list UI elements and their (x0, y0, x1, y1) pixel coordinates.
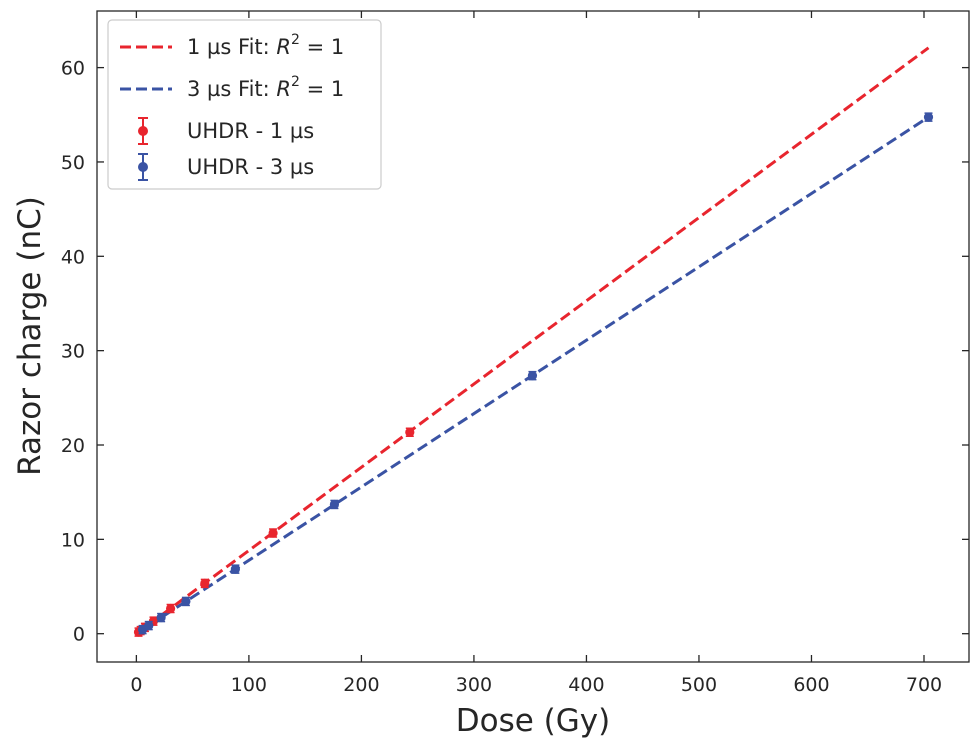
legend-label: UHDR - 3 µs (187, 155, 314, 179)
x-tick-label: 500 (681, 674, 717, 696)
x-axis-title: Dose (Gy) (456, 703, 610, 739)
legend-label: 3 µs Fit: R2 = 1 (187, 74, 344, 101)
data-point-series-2 (329, 499, 340, 510)
y-tick-label: 20 (61, 435, 85, 457)
x-tick-label: 700 (906, 674, 942, 696)
data-point-series-2 (230, 564, 240, 574)
data-point-series-2 (527, 371, 538, 381)
legend-label: UHDR - 1 µs (187, 119, 314, 143)
y-tick-label: 30 (61, 341, 85, 363)
y-tick-label: 0 (73, 624, 85, 646)
data-points (133, 112, 934, 637)
data-point-series-1 (405, 427, 415, 437)
legend: 1 µs Fit: R2 = 1 3 µs Fit: R2 = 1 UHDR - 1… (107, 19, 382, 190)
x-tick-label: 0 (130, 674, 142, 696)
data-point-series-2 (156, 612, 166, 623)
y-axis-title: Razor charge (nC) (12, 196, 48, 476)
y-tick-label: 40 (61, 246, 85, 268)
data-point-series-2 (144, 620, 154, 631)
legend-marker-swatch (138, 162, 148, 172)
data-point-series-1 (165, 603, 176, 614)
y-tick-label: 60 (61, 58, 85, 80)
x-tick-label: 400 (568, 674, 604, 696)
data-point-series-1 (268, 528, 278, 538)
x-tick-label: 100 (231, 674, 267, 696)
y-tick-label: 10 (61, 529, 85, 551)
fit-line-1 (135, 46, 930, 635)
data-point-series-1 (200, 578, 210, 589)
data-point-series-2 (181, 596, 191, 607)
axis-ticks: 0 100 200 300 400 500 600 700 0 10 20 30 40 50 60 (61, 11, 969, 696)
legend-label: 1 µs Fit: R2 = 1 (187, 32, 344, 59)
data-point-series-2 (923, 112, 934, 122)
x-tick-label: 600 (793, 674, 829, 696)
x-tick-label: 300 (456, 674, 492, 696)
y-tick-label: 50 (61, 152, 85, 174)
legend-box (107, 19, 382, 190)
x-tick-label: 200 (343, 674, 379, 696)
legend-marker-swatch (138, 126, 148, 136)
